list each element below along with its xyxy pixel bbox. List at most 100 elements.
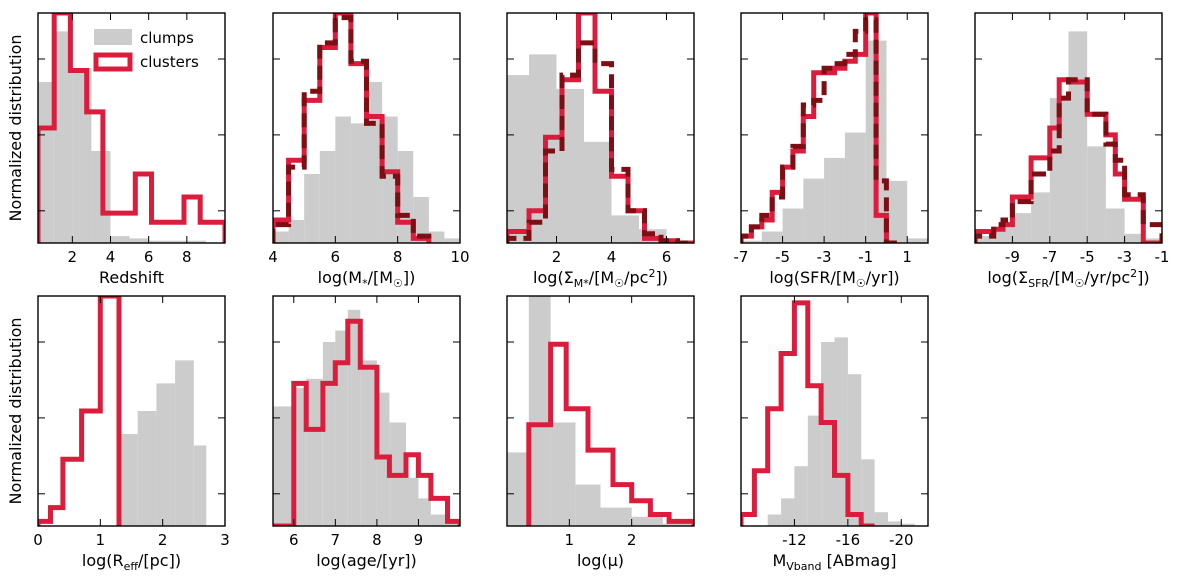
x-tick-label: -20 <box>889 531 914 549</box>
x-tick-label: 3 <box>220 531 230 549</box>
x-tick-label: 2 <box>552 248 562 266</box>
clusters-alt-dashed-line <box>975 77 1162 243</box>
clumps-bar <box>273 231 289 243</box>
clumps-bar <box>156 383 176 526</box>
x-tick-label: 10 <box>450 248 469 266</box>
panel-frame <box>974 12 1163 244</box>
x-tick-label: -9 <box>1005 248 1020 266</box>
x-tick-label: 6 <box>331 248 341 266</box>
clumps-bar <box>175 360 194 526</box>
clumps-bar <box>844 132 866 243</box>
y-axis-label: Normalized distribution <box>6 318 25 505</box>
clumps-bar <box>611 215 639 243</box>
panel-reff: 0 1 2 3 log(Reff/[pc]) Normalized distributio… <box>6 295 230 573</box>
clusters-alt-dashed-line <box>507 40 694 243</box>
x-axis-label-reff: log(Reff/[pc]) <box>82 551 181 573</box>
clumps-bar <box>528 296 551 526</box>
x-tick-label: -1 <box>858 248 873 266</box>
clumps-bar <box>907 238 928 243</box>
clumps-bar <box>1068 31 1088 243</box>
x-tick-label: 1 <box>565 531 575 549</box>
panel-redshift: 2 4 6 8 Redshift Normalized distribution <box>6 12 226 287</box>
clumps-bar <box>782 208 804 243</box>
clusters-step-line <box>975 77 1162 243</box>
clumps-bar <box>167 240 187 243</box>
clumps-bar <box>288 220 305 243</box>
x-tick-label: 8 <box>372 531 382 549</box>
clumps-bar <box>428 231 445 243</box>
x-tick-label: 0 <box>33 531 43 549</box>
clumps-bar <box>1031 192 1050 243</box>
legend-clumps-label: clumps <box>140 29 194 47</box>
clusters-step-line <box>741 300 875 526</box>
clumps-bar <box>444 238 460 243</box>
panel-frame <box>506 295 695 527</box>
panel-frame <box>37 295 226 527</box>
x-tick-label: 9 <box>414 531 424 549</box>
clumps-bar <box>322 342 336 526</box>
x-axis-label-redshift: Redshift <box>99 268 164 287</box>
clumps-bar <box>874 512 888 526</box>
clumps-bar <box>781 498 795 526</box>
clumps-bar <box>53 31 73 243</box>
clumps-bar <box>110 236 130 243</box>
x-tick-label: 7 <box>331 531 341 549</box>
clumps-bar <box>350 123 367 243</box>
clumps-bar <box>767 514 782 526</box>
clumps-bar <box>304 174 320 243</box>
clumps-bar <box>550 422 576 526</box>
clumps-bar <box>413 197 429 243</box>
clumps-bar <box>347 309 361 526</box>
clumps-bar <box>803 178 825 243</box>
clumps-bar <box>335 116 351 243</box>
clusters-step-line <box>38 296 122 526</box>
x-tick-label: -3 <box>817 248 832 266</box>
x-axis-label-mu: log(μ) <box>577 551 624 570</box>
clumps-bar <box>273 406 294 526</box>
clumps-bar <box>430 514 448 526</box>
clumps-bar <box>137 411 157 526</box>
x-tick-label: 6 <box>289 531 299 549</box>
legend: clumps clusters <box>93 29 199 72</box>
x-tick-label: 6 <box>662 248 672 266</box>
plot-area-redshift <box>38 13 225 243</box>
clusters-step-line <box>526 341 694 526</box>
clumps-bar <box>1124 233 1144 243</box>
clusters-step-line <box>273 318 460 526</box>
plot-area-mu <box>507 296 694 526</box>
clumps-bar <box>148 240 168 243</box>
panel-frame <box>506 12 695 244</box>
panel-frame <box>272 12 461 244</box>
x-tick-label: 4 <box>106 248 116 266</box>
legend-clumps-swatch <box>94 29 132 45</box>
x-tick-label: 8 <box>182 248 192 266</box>
clumps-bar <box>306 378 323 526</box>
panel-frame <box>740 12 929 244</box>
clusters-alt-dashed-line <box>273 15 432 243</box>
x-tick-label: -12 <box>782 531 807 549</box>
panel-sigma_sfr: -9 -7 -5 -3 -1 log(ΣSFR/[M☉/yr/pc2]) <box>974 12 1170 290</box>
x-axis-label-sigma_mass: log(ΣM*/[M☉/pc2]) <box>533 267 668 290</box>
plot-area-sigma_mass <box>507 13 694 243</box>
x-tick-label: 2 <box>158 531 168 549</box>
plot-area-mv <box>741 300 915 526</box>
clumps-bar <box>886 180 908 243</box>
plot-area-sigma_sfr <box>975 31 1162 243</box>
panel-mv: -12 -16 -20 MVband [ABmag] <box>740 295 929 573</box>
x-tick-label: 2 <box>627 531 637 549</box>
clumps-bar <box>38 82 54 243</box>
clumps-bar <box>887 521 902 526</box>
clumps-bar <box>861 459 875 526</box>
plot-area-age <box>273 309 460 526</box>
y-axis-label: Normalized distribution <box>6 35 25 222</box>
clumps-bar <box>575 484 601 526</box>
clumps-bar <box>662 523 694 526</box>
clumps-bar <box>741 240 762 243</box>
panel-frame <box>740 295 929 527</box>
panel-frame <box>37 12 226 244</box>
panel-age: 6 7 8 9 log(age/[yr]) <box>272 295 461 570</box>
x-tick-label: -1 <box>1155 248 1170 266</box>
x-tick-label: 2 <box>68 248 78 266</box>
x-axis-label-sigma_sfr: log(ΣSFR/[M☉/yr/pc2]) <box>987 267 1149 290</box>
